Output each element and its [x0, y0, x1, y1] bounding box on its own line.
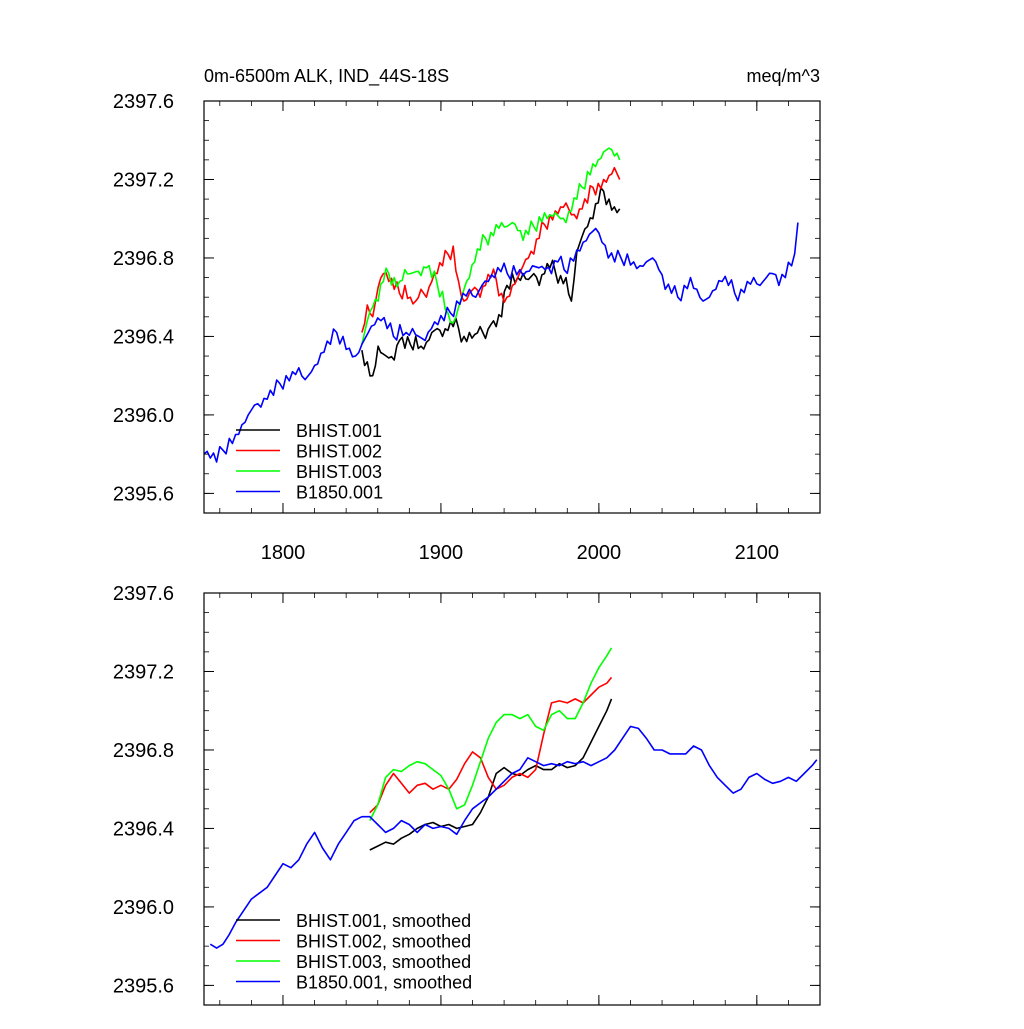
- x-tick-label: 1800: [261, 542, 306, 564]
- y-tick-label: 2396.8: [113, 248, 174, 270]
- y-tick-label: 2396.4: [113, 818, 174, 840]
- series-line-bhist-003: [361, 147, 621, 345]
- y-tick-label: 2396.0: [113, 405, 174, 427]
- series-line-bhist-003-smoothed: [369, 647, 613, 821]
- legend-label: B1850.001, smoothed: [296, 973, 472, 993]
- series-line-b1850-001: [203, 222, 799, 463]
- series-line-bhist-002-smoothed: [369, 676, 613, 814]
- x-tick-label: 2000: [577, 542, 622, 564]
- bottom-plot-frame: [203, 592, 821, 1006]
- legend-label: BHIST.001: [296, 421, 382, 441]
- y-tick-label: 2397.2: [113, 661, 174, 683]
- y-tick-label: 2396.8: [113, 740, 174, 762]
- y-tick-label: 2397.2: [113, 169, 174, 191]
- y-tick-label: 2395.6: [113, 483, 174, 505]
- top-plot-frame: [203, 100, 821, 514]
- x-tick-label: 1900: [419, 542, 464, 564]
- y-tick-label: 2397.6: [113, 583, 174, 605]
- top-axes: 2397.6 2397.2 2396.8 2396.4 2396.0 2395.6 1800…: [113, 91, 821, 564]
- series-line-b1850-001-smoothed: [209, 725, 818, 949]
- y-tick-label: 2396.4: [113, 326, 174, 348]
- legend-label: BHIST.001, smoothed: [296, 911, 471, 931]
- top-panel: 0m-6500m ALK, IND_44S-18S meq/m^3 2397.6…: [113, 66, 821, 564]
- bottom-axes: 2397.6 2397.2 2396.8 2396.4 2396.0 2395.6: [113, 583, 821, 1006]
- y-tick-label: 2395.6: [113, 975, 174, 997]
- units-label: meq/m^3: [747, 66, 820, 86]
- legend-label: BHIST.003, smoothed: [296, 952, 471, 972]
- x-tick-label: 2100: [735, 542, 780, 564]
- legend-label: BHIST.002: [296, 442, 382, 462]
- legend-label: B1850.001: [296, 483, 383, 503]
- chart-title: 0m-6500m ALK, IND_44S-18S: [204, 66, 449, 87]
- y-tick-label: 2396.0: [113, 897, 174, 919]
- bottom-panel: 2397.6 2397.2 2396.8 2396.4 2396.0 2395.6 BHI…: [113, 583, 821, 1006]
- top-plot-area: [203, 147, 799, 463]
- bottom-plot-area: [209, 647, 818, 949]
- y-tick-label: 2397.6: [113, 91, 174, 113]
- series-line-bhist-001-smoothed: [369, 698, 613, 851]
- legend-label: BHIST.003: [296, 462, 382, 482]
- legend-label: BHIST.002, smoothed: [296, 932, 471, 952]
